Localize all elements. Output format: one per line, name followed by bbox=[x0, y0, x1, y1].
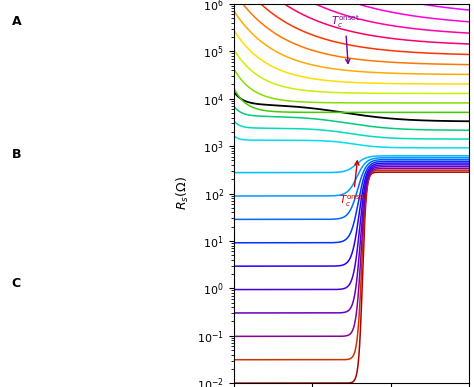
Text: C: C bbox=[11, 277, 20, 290]
Text: $T_c^{\rm onset}$: $T_c^{\rm onset}$ bbox=[338, 161, 367, 209]
Text: A: A bbox=[11, 15, 21, 28]
Text: B: B bbox=[11, 148, 21, 161]
Y-axis label: $R_s(\Omega)$: $R_s(\Omega)$ bbox=[175, 176, 191, 211]
Text: $T_c^{\rm onset}$: $T_c^{\rm onset}$ bbox=[331, 14, 360, 63]
